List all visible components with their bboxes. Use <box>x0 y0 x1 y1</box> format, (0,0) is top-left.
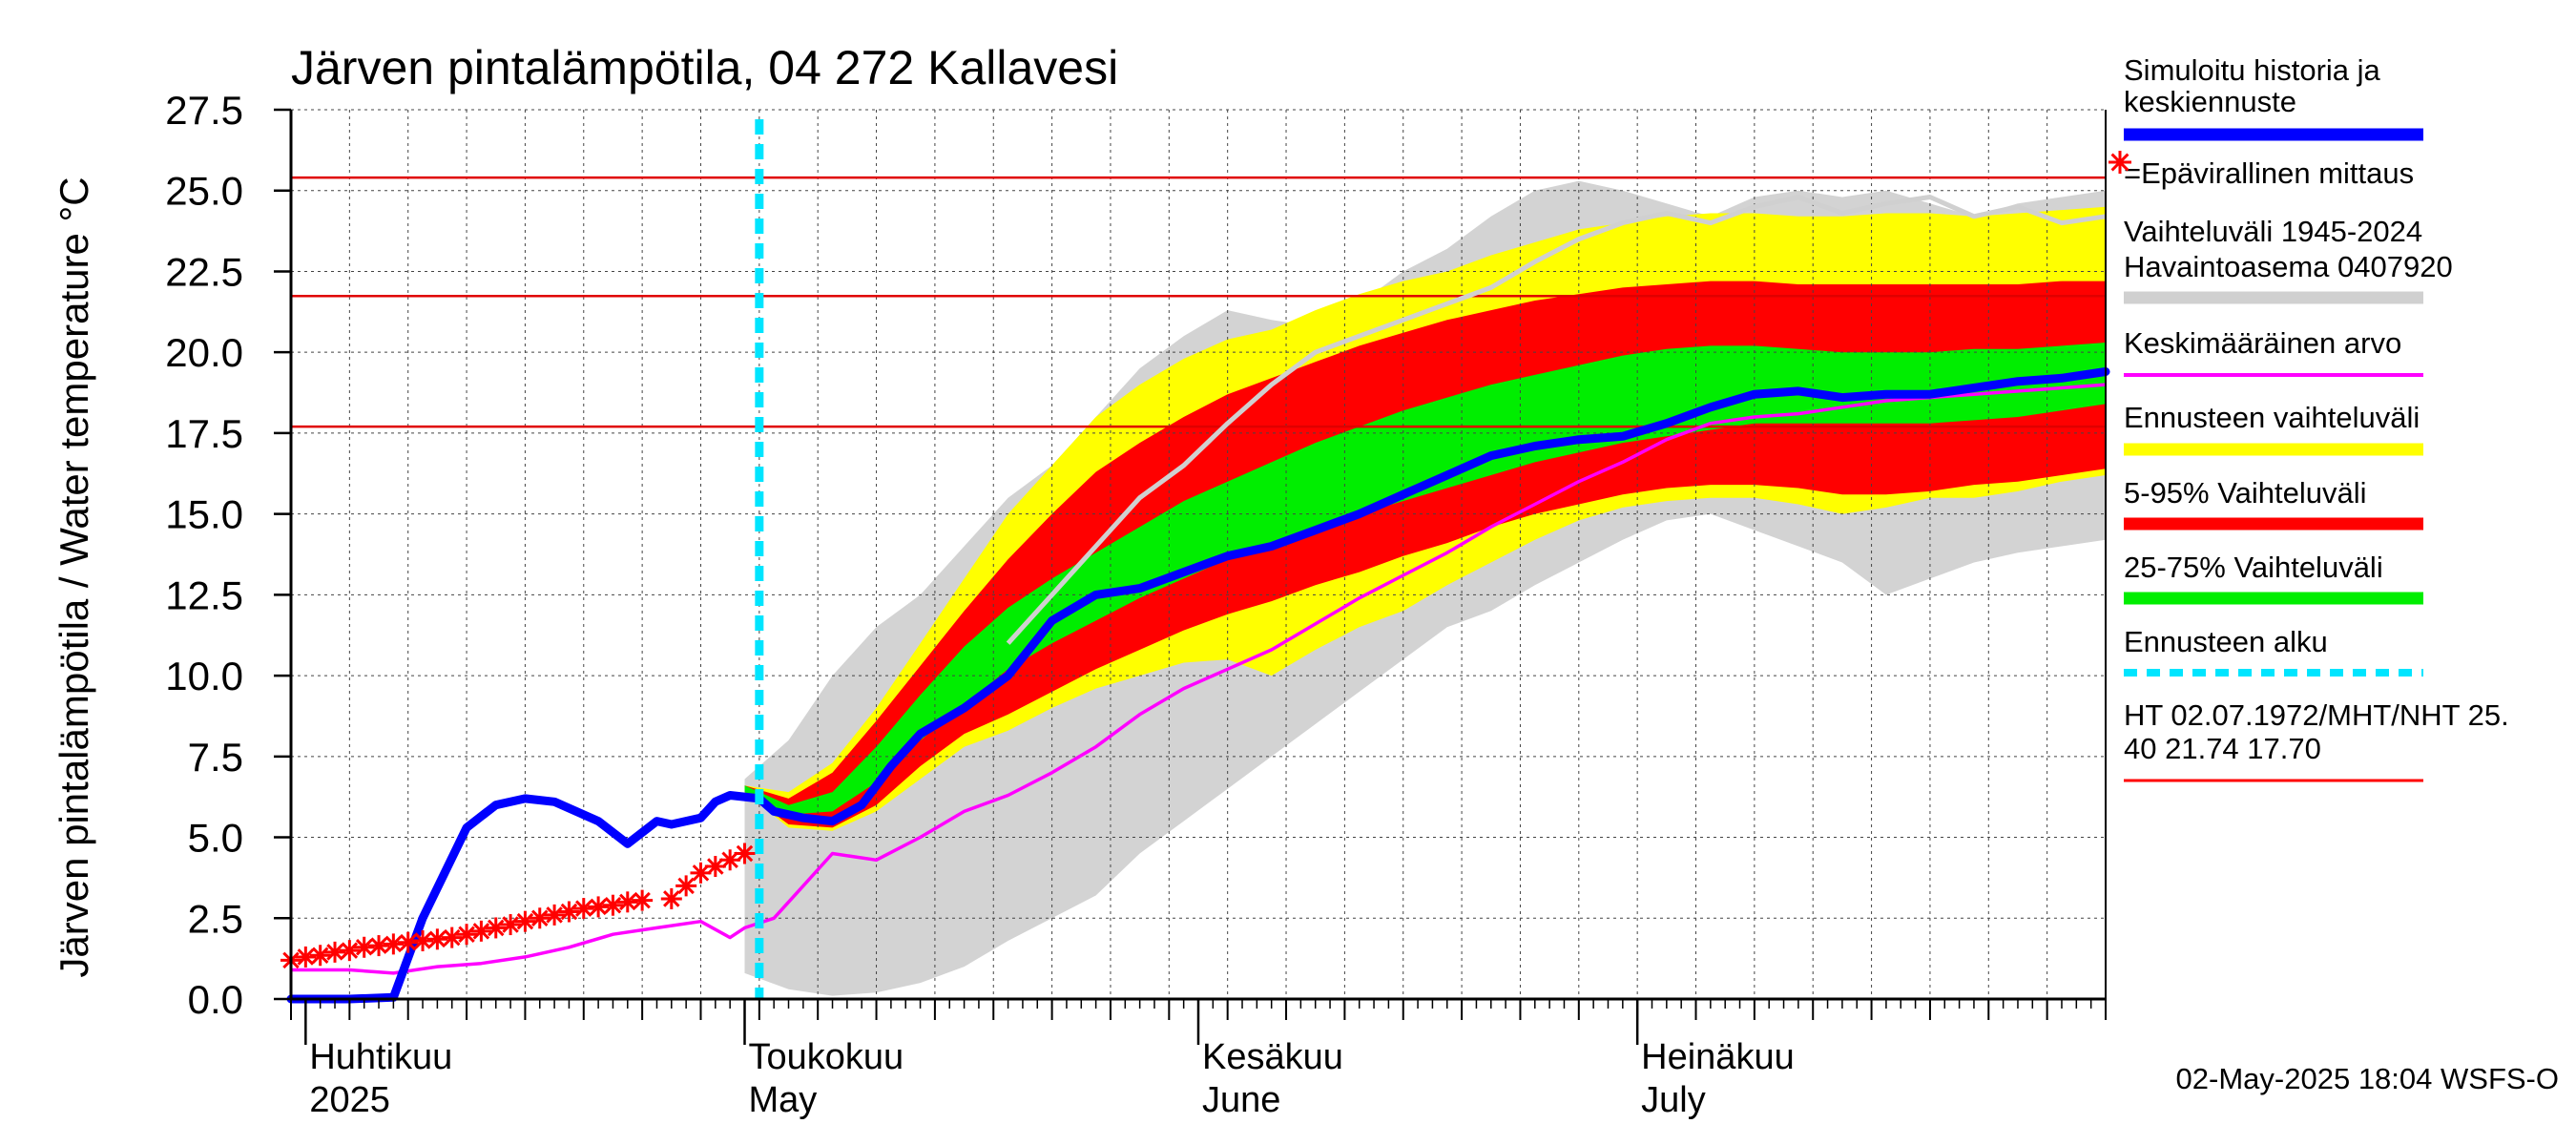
observation-marker <box>412 929 434 951</box>
observation-marker <box>353 936 375 958</box>
observation-marker <box>456 924 478 946</box>
y-axis-label: Järven pintalämpötila / Water temperatur… <box>52 177 96 977</box>
observation-marker <box>397 931 419 953</box>
legend-label: Ennusteen vaihteluväli <box>2124 401 2420 434</box>
chart-title: Järven pintalämpötila, 04 272 Kallavesi <box>291 41 1118 94</box>
legend-item: Ennusteen alku <box>2124 625 2423 677</box>
legend-item: Keskimääräinen arvo <box>2124 326 2423 377</box>
y-tick-label: 17.5 <box>165 411 243 456</box>
observation-marker <box>339 940 361 962</box>
y-tick-label: 2.5 <box>188 896 243 941</box>
observation-marker <box>588 896 610 918</box>
average-value-line <box>291 383 2107 975</box>
legend-label: Ennusteen alku <box>2124 625 2328 658</box>
legend-item: Ennusteen vaihteluväli <box>2124 401 2423 456</box>
month-sublabel: 2025 <box>309 1080 390 1120</box>
y-tick-label: 22.5 <box>165 249 243 294</box>
observation-marker <box>383 933 405 955</box>
month-sublabel: May <box>749 1080 818 1120</box>
y-tick-label: 15.0 <box>165 492 243 537</box>
legend-item: =Epävirallinen mittaus <box>2109 151 2414 190</box>
observation-marker <box>426 928 448 950</box>
legend-label: HT 02.07.1972/MHT/NHT 25. <box>2124 698 2509 732</box>
legend-item: Vaihteluväli 1945-2024 Havaintoasema 040… <box>2124 215 2453 304</box>
legend-item: 5-95% Vaihteluväli <box>2124 476 2423 531</box>
observation-marker <box>529 907 551 929</box>
observation-marker <box>572 898 594 920</box>
month-label: Kesäkuu <box>1202 1037 1343 1077</box>
y-tick-label: 27.5 <box>165 88 243 133</box>
month-label: Heinäkuu <box>1641 1037 1795 1077</box>
observation-marker <box>324 941 346 963</box>
legend-label: 5-95% Vaihteluväli <box>2124 476 2366 510</box>
observation-marker <box>632 889 654 911</box>
observation-marker <box>295 946 317 968</box>
observation-marker <box>660 887 682 909</box>
month-label: Toukokuu <box>749 1037 904 1077</box>
month-sublabel: June <box>1202 1080 1280 1120</box>
observation-marker <box>470 920 492 942</box>
y-tick-label: 0.0 <box>188 977 243 1022</box>
legend-label: Vaihteluväli 1945-2024 <box>2124 215 2422 248</box>
legend-label-line2: Havaintoasema 0407920 <box>2124 250 2453 283</box>
observation-marker <box>616 891 638 913</box>
legend-label-line2: keskiennuste <box>2124 85 2296 118</box>
month-sublabel: July <box>1641 1080 1706 1120</box>
y-tick-label: 7.5 <box>188 735 243 780</box>
legend-label: Keskimääräinen arvo <box>2124 326 2401 360</box>
series-lines <box>286 195 2110 1004</box>
legend-item: 25-75% Vaihteluväli <box>2124 551 2423 605</box>
reference-lines <box>291 176 2106 428</box>
y-tick-labels: 0.0 2.5 5.0 7.5 10.0 12.5 15.0 17.5 20.0 22.5 25.0… <box>165 88 243 1022</box>
observation-marker <box>675 875 697 897</box>
observation-markers <box>280 843 756 971</box>
legend-label: =Epävirallinen mittaus <box>2124 156 2414 190</box>
observation-marker <box>602 894 624 916</box>
legend-item: HT 02.07.1972/MHT/NHT 25.40 21.74 17.70 <box>2124 698 2509 782</box>
y-tick-label: 20.0 <box>165 330 243 375</box>
y-tick-label: 10.0 <box>165 654 243 698</box>
observation-marker <box>368 935 390 957</box>
observation-marker <box>558 901 580 923</box>
axes <box>274 108 2107 1045</box>
observation-marker <box>544 904 566 926</box>
legend-label: Simuloitu historia ja <box>2124 53 2381 87</box>
y-tick-label: 25.0 <box>165 169 243 214</box>
historical-high-line <box>1006 195 2107 645</box>
observation-marker <box>441 926 463 948</box>
observation-marker <box>309 945 331 967</box>
observation-marker <box>485 917 507 939</box>
footer-timestamp: 02-May-2025 18:04 WSFS-O <box>2176 1062 2559 1095</box>
observation-marker <box>734 843 756 864</box>
month-label: Huhtikuu <box>309 1037 452 1077</box>
observation-marker <box>514 910 536 932</box>
legend-label-line2: 40 21.74 17.70 <box>2124 732 2321 765</box>
observation-marker <box>500 914 522 936</box>
y-tick-label: 5.0 <box>188 816 243 861</box>
legend-label: 25-75% Vaihteluväli <box>2124 551 2383 584</box>
mean-forecast-line <box>286 367 2110 1004</box>
y-tick-label: 12.5 <box>165 572 243 617</box>
range-bands <box>744 180 2106 996</box>
